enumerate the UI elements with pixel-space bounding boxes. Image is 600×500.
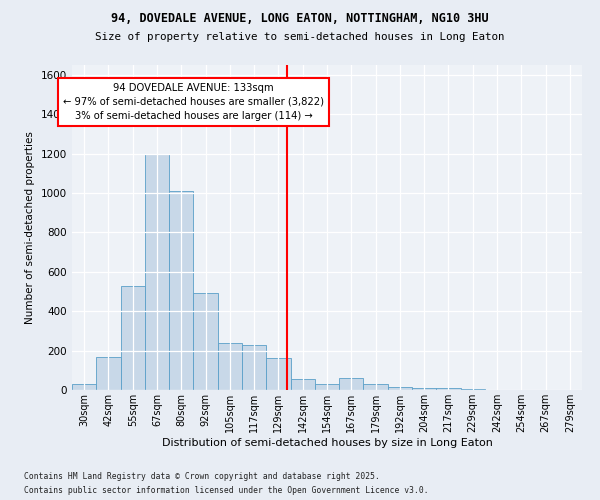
Bar	[412, 388, 436, 390]
Bar	[339, 378, 364, 390]
Bar	[242, 344, 266, 390]
Bar	[388, 387, 412, 390]
Bar	[145, 154, 169, 390]
Text: Contains HM Land Registry data © Crown copyright and database right 2025.: Contains HM Land Registry data © Crown c…	[24, 472, 380, 481]
Bar	[218, 342, 242, 390]
Bar	[121, 286, 145, 390]
Text: 94, DOVEDALE AVENUE, LONG EATON, NOTTINGHAM, NG10 3HU: 94, DOVEDALE AVENUE, LONG EATON, NOTTING…	[111, 12, 489, 26]
Bar	[290, 379, 315, 390]
Bar	[436, 388, 461, 390]
X-axis label: Distribution of semi-detached houses by size in Long Eaton: Distribution of semi-detached houses by …	[161, 438, 493, 448]
Bar	[72, 384, 96, 390]
Text: Size of property relative to semi-detached houses in Long Eaton: Size of property relative to semi-detach…	[95, 32, 505, 42]
Bar	[461, 389, 485, 390]
Bar	[364, 384, 388, 390]
Text: Contains public sector information licensed under the Open Government Licence v3: Contains public sector information licen…	[24, 486, 428, 495]
Bar	[315, 384, 339, 390]
Bar	[169, 191, 193, 390]
Bar	[193, 294, 218, 390]
Bar	[266, 358, 290, 390]
Y-axis label: Number of semi-detached properties: Number of semi-detached properties	[25, 131, 35, 324]
Text: 94 DOVEDALE AVENUE: 133sqm
← 97% of semi-detached houses are smaller (3,822)
3% : 94 DOVEDALE AVENUE: 133sqm ← 97% of semi…	[63, 82, 324, 120]
Bar	[96, 356, 121, 390]
